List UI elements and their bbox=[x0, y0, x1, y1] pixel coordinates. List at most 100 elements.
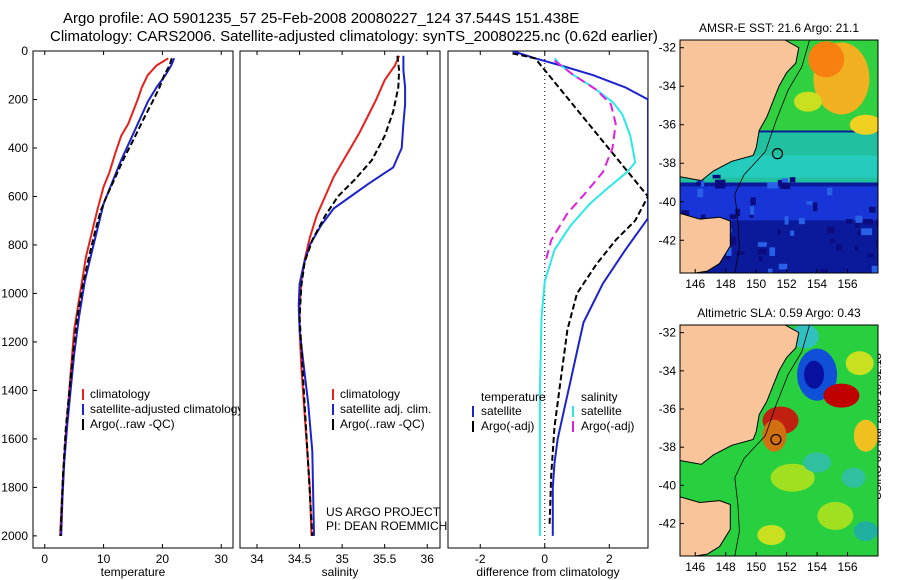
map-x-tick-label: 154 bbox=[807, 560, 827, 574]
sst-noise-pixel bbox=[836, 244, 842, 251]
map-x-tick-label: 148 bbox=[716, 560, 736, 574]
legend-label: climatology bbox=[90, 387, 150, 401]
sst-noise-pixel bbox=[857, 230, 861, 235]
sst-noise-pixel bbox=[827, 226, 835, 234]
sst-noise-pixel bbox=[777, 179, 784, 186]
x-axis-label: salinity bbox=[322, 565, 359, 579]
sst-noise-pixel bbox=[769, 247, 776, 256]
y-tick-label: 1800 bbox=[1, 480, 28, 494]
map-x-tick-label: 154 bbox=[807, 277, 827, 291]
map-y-tick-label: -38 bbox=[659, 440, 677, 454]
series-line bbox=[512, 51, 648, 536]
sst-map-frame bbox=[679, 39, 879, 274]
x-tick-label: 34 bbox=[250, 552, 264, 566]
land-mainland bbox=[680, 40, 800, 182]
y-tick-label: 1400 bbox=[1, 383, 28, 397]
map-y-tick-label: -42 bbox=[659, 233, 677, 247]
sla-anomaly-blob bbox=[804, 360, 825, 389]
map-y-tick-label: -32 bbox=[659, 326, 677, 340]
legend-label: satellite-adjusted climatology bbox=[90, 402, 243, 416]
x-tick-label: 35.5 bbox=[373, 552, 397, 566]
sla-anomaly-blob bbox=[790, 325, 819, 349]
salinity-profile-frame bbox=[239, 50, 441, 549]
sst-noise-pixel bbox=[830, 238, 835, 244]
land-tasmania bbox=[680, 212, 731, 273]
map-x-tick-label: 152 bbox=[777, 277, 797, 291]
argo-float-marker bbox=[770, 433, 782, 446]
map-x-tick-label: 150 bbox=[746, 560, 766, 574]
map-y-tick-label: -34 bbox=[659, 364, 677, 378]
land-mainland bbox=[680, 325, 800, 465]
map-x-tick-label: 148 bbox=[716, 277, 736, 291]
x-axis-label: temperature bbox=[101, 565, 166, 579]
sst-noise-pixel bbox=[876, 219, 878, 227]
land-tasmania bbox=[680, 496, 731, 556]
sst-noise-pixel bbox=[750, 197, 756, 206]
sst-noise-pixel bbox=[846, 219, 853, 224]
series-line bbox=[512, 52, 648, 524]
shelf-contour bbox=[734, 40, 810, 273]
map-title: Altimetric SLA: 0.59 Argo: 0.43 bbox=[697, 306, 861, 320]
map-x-tick-label: 150 bbox=[746, 277, 766, 291]
y-tick-label: 2000 bbox=[1, 529, 28, 543]
legend-label: satellite bbox=[481, 404, 522, 418]
sla-map-field bbox=[680, 325, 878, 556]
sla-anomaly-blob bbox=[853, 521, 878, 542]
sst-noise-pixel bbox=[729, 214, 737, 220]
sst-noise-pixel bbox=[736, 251, 745, 255]
argo-float-marker bbox=[771, 148, 784, 160]
x-tick-label: 0 bbox=[41, 552, 48, 566]
x-tick-label: -2 bbox=[475, 552, 486, 566]
map-y-tick-label: -38 bbox=[659, 156, 677, 170]
sst-noise-pixel bbox=[726, 247, 732, 256]
sst-noise-pixel bbox=[813, 202, 818, 212]
map-x-tick-label: 156 bbox=[838, 560, 858, 574]
sla-anomaly-blob bbox=[845, 351, 874, 376]
y-tick-label: 1200 bbox=[1, 335, 28, 349]
legend-label: Argo(..raw -QC) bbox=[90, 417, 175, 431]
sst-noise-pixel bbox=[780, 182, 791, 190]
sla-anomaly-blob bbox=[803, 452, 832, 473]
map-x-tick-label: 156 bbox=[838, 277, 858, 291]
sst-noise-pixel bbox=[696, 181, 701, 187]
sst-noise-pixel bbox=[867, 253, 874, 258]
sst-noise-pixel bbox=[781, 178, 788, 183]
shelf-contour bbox=[734, 325, 810, 556]
sst-noise-pixel bbox=[749, 206, 755, 215]
series-line bbox=[543, 59, 617, 265]
x-tick-label: 0 bbox=[541, 552, 548, 566]
x-tick-label: 34.5 bbox=[288, 552, 312, 566]
sst-warm-patch bbox=[793, 91, 822, 112]
series-line bbox=[60, 57, 176, 536]
sst-noise-pixel bbox=[806, 201, 813, 205]
map-x-tick-label: 146 bbox=[685, 277, 705, 291]
y-tick-label: 1600 bbox=[1, 432, 28, 446]
legend-title: salinity bbox=[581, 390, 618, 404]
x-tick-label: 20 bbox=[156, 552, 170, 566]
map-y-tick-label: -36 bbox=[659, 402, 677, 416]
sst-noise-pixel bbox=[697, 179, 705, 187]
sst-warm-patch bbox=[849, 114, 878, 135]
sst-noise-pixel bbox=[861, 228, 873, 236]
legend-title: temperature bbox=[481, 390, 546, 404]
x-tick-label: 2 bbox=[606, 552, 613, 566]
chart-title-line2: Climatology: CARS2006. Satellite-adjuste… bbox=[50, 28, 658, 45]
x-tick-label: 35 bbox=[335, 552, 349, 566]
map-y-tick-label: -40 bbox=[659, 478, 677, 492]
series-line bbox=[59, 57, 173, 536]
series-line bbox=[297, 55, 407, 536]
map-y-tick-label: -36 bbox=[659, 118, 677, 132]
sst-noise-pixel bbox=[735, 208, 741, 217]
map-x-tick-label: 152 bbox=[777, 560, 797, 574]
sst-noise-pixel bbox=[714, 179, 726, 189]
map-x-tick-label: 146 bbox=[685, 560, 705, 574]
sst-noise-pixel bbox=[854, 245, 859, 251]
sla-anomaly-blob bbox=[853, 419, 878, 452]
sst-noise-pixel bbox=[725, 256, 730, 260]
sst-noise-pixel bbox=[778, 263, 788, 270]
sst-noise-pixel bbox=[790, 230, 795, 236]
y-tick-label: 0 bbox=[21, 44, 28, 58]
map-y-tick-label: -34 bbox=[659, 79, 677, 93]
sst-noise-pixel bbox=[855, 215, 863, 223]
